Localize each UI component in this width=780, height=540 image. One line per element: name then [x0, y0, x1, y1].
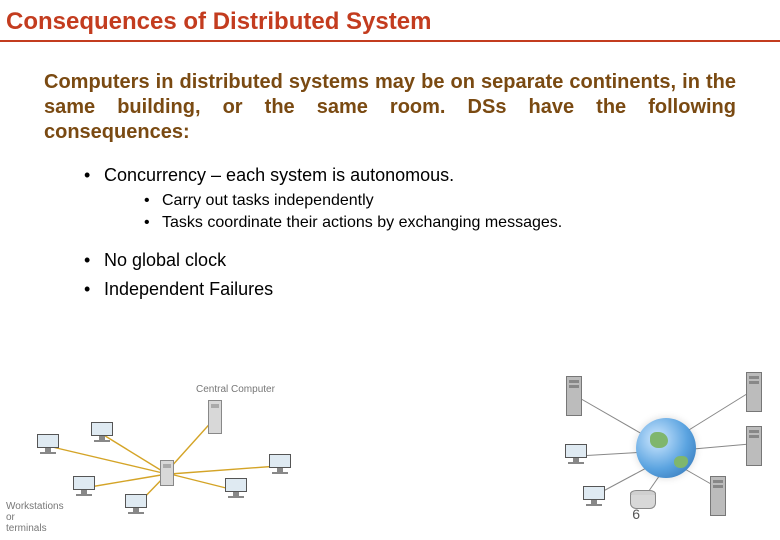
workstation-icon — [34, 434, 62, 460]
workstation-icon — [122, 494, 150, 520]
workstation-icon — [580, 486, 608, 512]
label-workstations: Workstations or terminals — [6, 501, 64, 534]
bullet-text: Concurrency – each system is autonomous. — [104, 165, 454, 185]
bullet-independent-failures: Independent Failures — [84, 279, 736, 300]
central-tower-icon — [208, 400, 222, 434]
bullet-no-global-clock: No global clock — [84, 250, 736, 271]
workstation-icon — [222, 478, 250, 504]
sub-bullet-list: Carry out tasks independently Tasks coor… — [104, 186, 736, 242]
figure-centralized-network: Central Computer Workstations or termina… — [10, 382, 330, 532]
label-central-computer: Central Computer — [196, 384, 275, 395]
server-icon — [746, 372, 762, 412]
page-number: 6 — [632, 506, 640, 522]
bullet-concurrency: Concurrency – each system is autonomous.… — [84, 165, 736, 242]
globe-icon — [636, 418, 696, 478]
intro-paragraph: Computers in distributed systems may be … — [0, 42, 780, 159]
page-title: Consequences of Distributed System — [0, 0, 780, 42]
workstation-icon — [88, 422, 116, 448]
server-icon — [710, 476, 726, 516]
sub-bullet: Tasks coordinate their actions by exchan… — [144, 214, 736, 232]
figure-global-network — [560, 370, 770, 520]
workstation-icon — [562, 444, 590, 470]
main-bullet-list: Concurrency – each system is autonomous.… — [0, 159, 780, 300]
workstation-icon — [266, 454, 294, 480]
sub-bullet: Carry out tasks independently — [144, 192, 736, 210]
server-icon — [746, 426, 762, 466]
workstation-icon — [70, 476, 98, 502]
figures-region: Central Computer Workstations or termina… — [0, 380, 780, 540]
server-icon — [566, 376, 582, 416]
hub-tower-icon — [160, 460, 174, 486]
